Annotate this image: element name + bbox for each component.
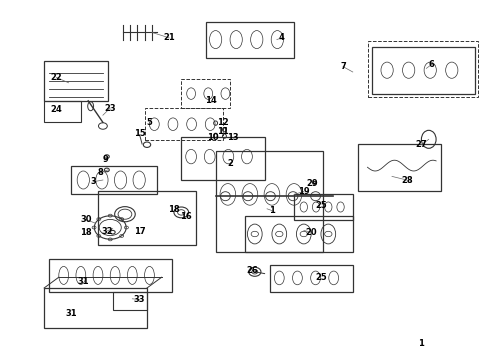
Text: 20: 20	[305, 228, 317, 237]
Text: 18: 18	[80, 228, 92, 237]
Text: 26: 26	[246, 266, 258, 275]
Text: 30: 30	[80, 215, 92, 224]
Text: 29: 29	[307, 179, 318, 188]
Text: 31: 31	[77, 277, 89, 286]
Bar	[368, 41, 478, 97]
Text: 23: 23	[104, 104, 116, 113]
Text: 18: 18	[168, 205, 180, 214]
Text: 5: 5	[147, 118, 152, 127]
Text: 6: 6	[428, 60, 434, 69]
Text: 27: 27	[416, 140, 427, 149]
Text: 22: 22	[50, 73, 62, 82]
Bar	[145, 108, 223, 140]
Text: 2: 2	[227, 159, 233, 168]
Text: 11: 11	[217, 127, 229, 136]
Text: 17: 17	[134, 227, 146, 236]
Text: 13: 13	[227, 133, 239, 142]
Text: 14: 14	[205, 96, 217, 105]
Text: 7: 7	[340, 62, 346, 71]
Text: 28: 28	[401, 176, 413, 185]
Text: 19: 19	[298, 187, 310, 196]
Text: 21: 21	[163, 33, 175, 42]
Text: 8: 8	[98, 168, 103, 177]
Text: 16: 16	[180, 212, 192, 220]
Text: 10: 10	[207, 133, 219, 142]
Text: 3: 3	[90, 177, 96, 186]
Text: 25: 25	[315, 274, 327, 282]
Bar	[181, 79, 230, 108]
Text: 31: 31	[65, 310, 77, 319]
Text: 4: 4	[279, 33, 285, 42]
Text: 33: 33	[134, 295, 146, 304]
Text: 9: 9	[102, 155, 108, 163]
Text: 15: 15	[134, 130, 146, 139]
Text: 25: 25	[315, 201, 327, 210]
Text: 1: 1	[418, 339, 424, 348]
Text: 32: 32	[101, 227, 113, 236]
Text: 24: 24	[50, 105, 62, 114]
Text: 12: 12	[217, 118, 229, 127]
Text: 1: 1	[269, 206, 275, 215]
